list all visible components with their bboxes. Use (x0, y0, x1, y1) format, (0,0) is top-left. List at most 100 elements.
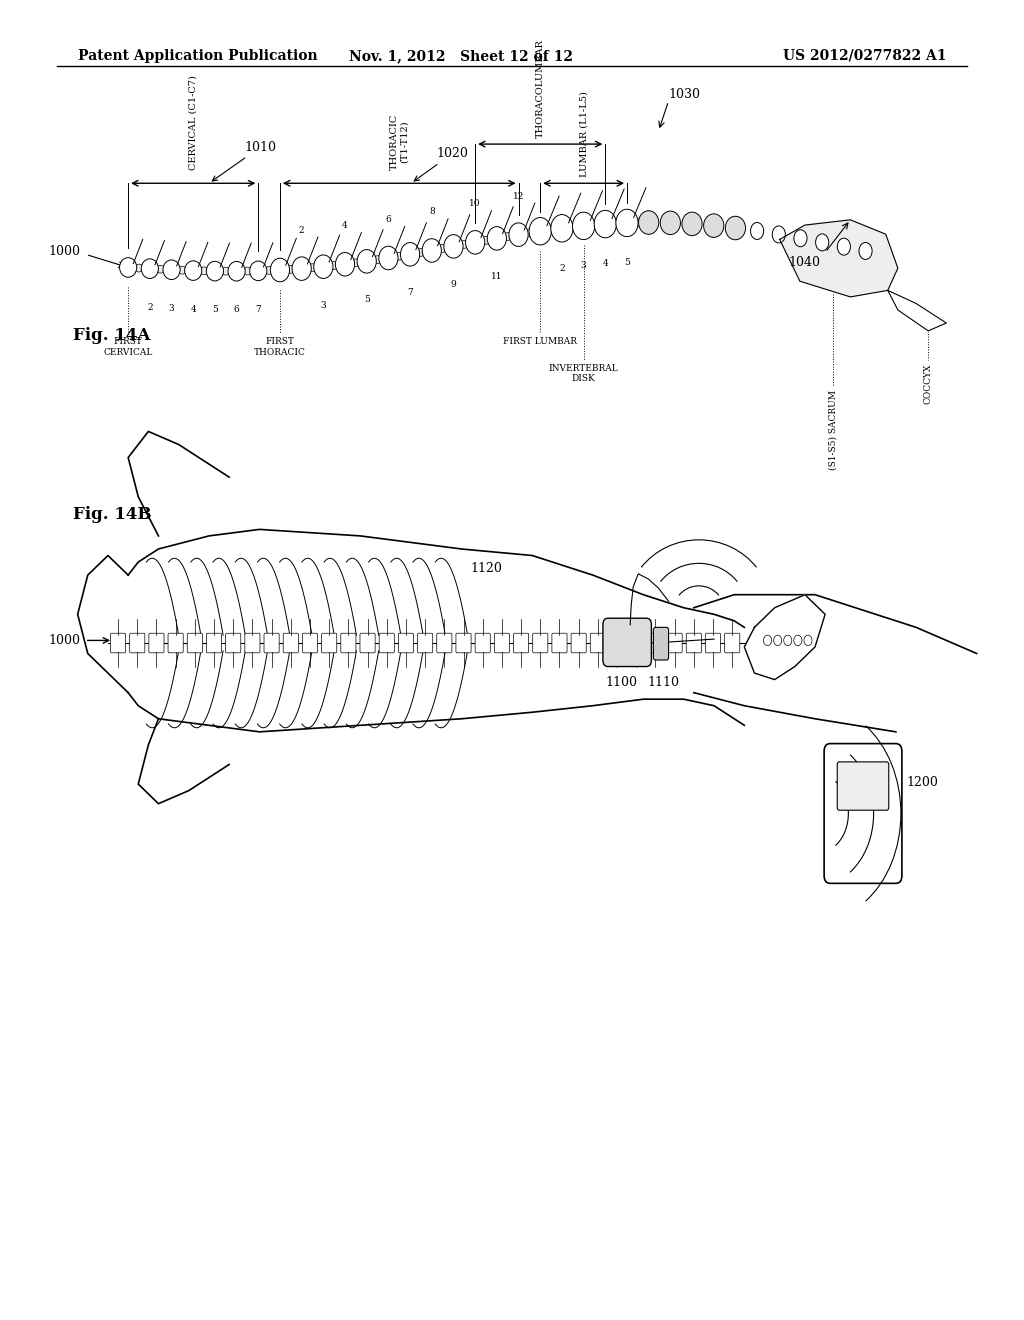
Text: 9: 9 (451, 280, 457, 289)
Ellipse shape (163, 260, 180, 280)
Ellipse shape (292, 257, 311, 280)
Text: 1010: 1010 (212, 141, 276, 181)
Ellipse shape (178, 267, 186, 275)
Ellipse shape (639, 211, 658, 234)
Text: 4: 4 (602, 259, 608, 268)
Ellipse shape (634, 219, 642, 227)
Text: CERVICAL (C1-C7): CERVICAL (C1-C7) (188, 75, 198, 170)
Polygon shape (888, 290, 946, 331)
FancyBboxPatch shape (207, 634, 221, 653)
Ellipse shape (287, 265, 295, 273)
Ellipse shape (612, 219, 621, 227)
Text: FIRST
THORACIC: FIRST THORACIC (254, 338, 306, 356)
Text: (S1-S5) SACRUM: (S1-S5) SACRUM (828, 389, 838, 470)
Ellipse shape (487, 227, 507, 251)
Text: 1000: 1000 (49, 246, 81, 259)
Ellipse shape (244, 267, 252, 275)
Text: FIRST
CERVICAL: FIRST CERVICAL (103, 338, 153, 356)
Ellipse shape (308, 264, 316, 272)
Ellipse shape (466, 231, 484, 255)
FancyBboxPatch shape (341, 634, 356, 653)
Ellipse shape (815, 234, 828, 251)
Text: 4: 4 (190, 305, 196, 314)
FancyBboxPatch shape (284, 634, 298, 653)
FancyBboxPatch shape (456, 634, 471, 653)
Ellipse shape (551, 215, 573, 242)
FancyBboxPatch shape (603, 618, 651, 667)
FancyBboxPatch shape (225, 634, 241, 653)
Text: 1120: 1120 (471, 562, 503, 576)
FancyBboxPatch shape (571, 634, 587, 653)
Ellipse shape (504, 232, 512, 240)
Text: Nov. 1, 2012   Sheet 12 of 12: Nov. 1, 2012 Sheet 12 of 12 (349, 49, 573, 63)
Ellipse shape (357, 249, 376, 273)
Ellipse shape (443, 235, 463, 259)
FancyBboxPatch shape (706, 634, 721, 653)
Ellipse shape (725, 216, 745, 240)
FancyBboxPatch shape (513, 634, 528, 653)
Ellipse shape (270, 259, 290, 281)
Text: COCCYX: COCCYX (924, 363, 933, 404)
FancyBboxPatch shape (475, 634, 490, 653)
Ellipse shape (529, 218, 551, 246)
Ellipse shape (509, 223, 528, 247)
Ellipse shape (141, 259, 159, 279)
FancyBboxPatch shape (418, 634, 433, 653)
FancyBboxPatch shape (187, 634, 203, 653)
Ellipse shape (772, 226, 785, 243)
FancyBboxPatch shape (379, 634, 394, 653)
Ellipse shape (438, 244, 446, 252)
Ellipse shape (265, 267, 273, 275)
Ellipse shape (460, 240, 468, 248)
FancyBboxPatch shape (532, 634, 548, 653)
FancyBboxPatch shape (148, 634, 164, 653)
FancyBboxPatch shape (725, 634, 739, 653)
Text: 1020: 1020 (415, 147, 468, 181)
Polygon shape (779, 220, 898, 297)
Text: 7: 7 (255, 305, 261, 314)
FancyBboxPatch shape (609, 634, 625, 653)
Ellipse shape (400, 243, 420, 267)
Text: 3: 3 (169, 304, 174, 313)
FancyBboxPatch shape (552, 634, 567, 653)
Ellipse shape (374, 256, 382, 264)
FancyBboxPatch shape (360, 634, 375, 653)
FancyBboxPatch shape (264, 634, 280, 653)
Text: 1040: 1040 (788, 256, 820, 269)
Text: 3: 3 (581, 261, 587, 271)
Ellipse shape (313, 255, 333, 279)
Text: FIRST LUMBAR: FIRST LUMBAR (503, 338, 578, 346)
Text: 2: 2 (299, 226, 304, 235)
FancyBboxPatch shape (824, 743, 902, 883)
FancyBboxPatch shape (653, 627, 669, 660)
Ellipse shape (417, 248, 425, 256)
Text: THORACOLUMBAR: THORACOLUMBAR (536, 38, 545, 137)
Ellipse shape (525, 230, 534, 236)
Text: Fig. 14B: Fig. 14B (73, 506, 152, 523)
Ellipse shape (336, 252, 354, 276)
Text: 2: 2 (559, 264, 564, 272)
Ellipse shape (157, 265, 165, 273)
Ellipse shape (568, 223, 577, 231)
Text: 3: 3 (321, 301, 327, 310)
Text: 7: 7 (408, 288, 413, 297)
Ellipse shape (395, 252, 403, 260)
Text: INVERTEBRAL
DISK: INVERTEBRAL DISK (549, 363, 618, 383)
Text: 2: 2 (147, 302, 153, 312)
Ellipse shape (660, 211, 681, 235)
Text: 1030: 1030 (669, 88, 700, 102)
Text: 6: 6 (385, 215, 391, 224)
Ellipse shape (591, 220, 598, 228)
Text: 1110: 1110 (647, 676, 680, 689)
Ellipse shape (120, 257, 137, 277)
Text: Patent Application Publication: Patent Application Publication (78, 49, 317, 63)
Text: Fig. 14A: Fig. 14A (73, 327, 150, 345)
Ellipse shape (228, 261, 245, 281)
Ellipse shape (379, 247, 398, 269)
FancyBboxPatch shape (838, 762, 889, 810)
FancyBboxPatch shape (111, 634, 126, 653)
Text: 5: 5 (212, 305, 218, 314)
Ellipse shape (135, 264, 143, 272)
Text: US 2012/0277822 A1: US 2012/0277822 A1 (782, 49, 946, 63)
FancyBboxPatch shape (648, 634, 663, 653)
